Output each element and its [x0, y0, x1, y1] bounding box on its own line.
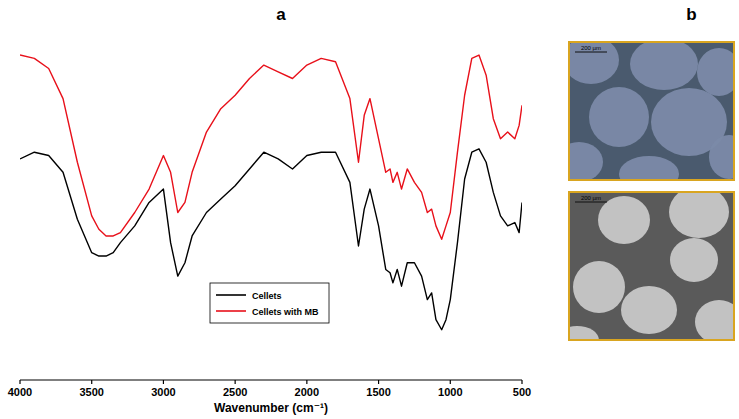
particle — [589, 87, 649, 147]
tick — [91, 380, 92, 384]
spectrum-line — [20, 55, 522, 239]
legend: Cellets Cellets with MB — [210, 283, 329, 323]
legend-box — [210, 283, 329, 323]
tick — [306, 380, 307, 384]
tick-label: 4000 — [8, 386, 32, 398]
tick-label: 3000 — [151, 386, 175, 398]
scale-bar — [575, 202, 607, 203]
tick — [450, 380, 451, 384]
particle — [670, 238, 718, 282]
image-frame — [569, 192, 734, 340]
legend-swatch — [216, 310, 246, 312]
tick-label: 2000 — [295, 386, 319, 398]
tick — [521, 380, 522, 384]
particle — [669, 192, 729, 238]
tick — [378, 380, 379, 384]
particles — [569, 192, 734, 340]
particle — [709, 135, 734, 179]
micrograph: 200 µm — [555, 186, 739, 354]
particle — [695, 300, 734, 340]
tick-label: 500 — [513, 386, 531, 398]
spectrum-line — [20, 149, 522, 330]
tick-label: 1500 — [366, 386, 390, 398]
tick-label: 2500 — [223, 386, 247, 398]
tick-label: 1000 — [438, 386, 462, 398]
particle — [569, 142, 603, 180]
particle — [569, 42, 619, 84]
scale-bar-label: 200 µm — [581, 45, 601, 51]
tick — [19, 380, 20, 384]
particle — [569, 326, 599, 340]
panel-label: a — [276, 5, 286, 24]
tick — [163, 380, 164, 384]
legend-label: Cellets — [252, 291, 282, 301]
tick — [235, 380, 236, 384]
micrograph: 200 µm — [555, 36, 739, 192]
axis-title: Wavenumber (cm⁻¹) — [214, 401, 328, 415]
particles — [569, 42, 734, 180]
axis-line — [20, 379, 522, 380]
plot-lines — [20, 55, 522, 330]
figure: a 4000 3500 3000 2500 2000 1500 1000 500 Wavenumb… — [0, 0, 739, 419]
particle — [619, 156, 679, 180]
tick-label: 3500 — [79, 386, 103, 398]
particle — [621, 286, 677, 334]
x-axis: 4000 3500 3000 2500 2000 1500 1000 500 — [8, 380, 531, 398]
image-frame — [569, 42, 734, 180]
particle — [697, 48, 734, 96]
particle — [630, 42, 698, 90]
legend-swatch — [216, 294, 246, 296]
legend-label: Cellets with MB — [252, 307, 319, 317]
particle — [598, 196, 650, 244]
particle — [573, 261, 625, 313]
scale-bar-label: 200 µm — [581, 195, 601, 201]
panel-label: b — [686, 5, 696, 24]
scale-bar — [575, 52, 607, 53]
